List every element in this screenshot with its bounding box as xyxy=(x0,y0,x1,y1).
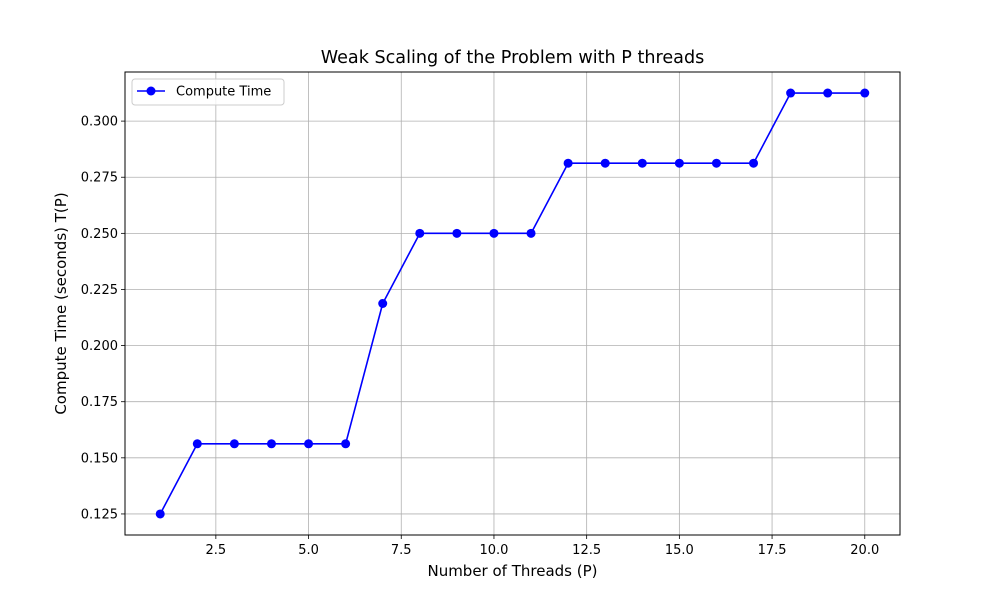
data-point xyxy=(378,299,388,308)
data-point xyxy=(526,228,536,238)
x-tick-label: 17.5 xyxy=(758,543,787,558)
y-axis-label: Compute Time (seconds) T(P) xyxy=(52,192,70,414)
x-tick-label: 12.5 xyxy=(572,543,601,558)
data-point xyxy=(749,158,759,168)
plot-area-frame xyxy=(124,71,901,536)
data-point xyxy=(341,439,351,449)
data-point xyxy=(786,88,796,98)
data-point xyxy=(192,439,202,449)
y-tick-label: 0.150 xyxy=(81,451,118,466)
data-point xyxy=(452,228,462,238)
legend: Compute Time xyxy=(131,78,285,106)
chart-title: Weak Scaling of the Problem with P threa… xyxy=(321,48,705,68)
data-point xyxy=(674,158,684,168)
y-axis-ticks: 0.125 0.150 0.175 0.200 0.225 0.250 0.275 0.300 xyxy=(81,115,125,522)
data-point xyxy=(563,158,573,168)
data-point xyxy=(600,158,610,168)
data-point xyxy=(304,439,314,449)
x-tick-label: 7.5 xyxy=(391,543,412,558)
y-tick-label: 0.225 xyxy=(81,283,118,298)
data-point xyxy=(823,88,833,98)
data-point xyxy=(489,228,499,238)
y-tick-label: 0.175 xyxy=(81,395,118,410)
x-tick-label: 5.0 xyxy=(298,543,319,558)
data-point xyxy=(266,439,276,449)
y-tick-label: 0.200 xyxy=(81,339,118,354)
legend-marker-swatch xyxy=(146,86,156,96)
x-tick-label: 2.5 xyxy=(206,543,227,558)
y-tick-label: 0.125 xyxy=(81,507,118,522)
legend-label: Compute Time xyxy=(176,85,271,100)
data-point xyxy=(415,228,425,238)
y-tick-label: 0.250 xyxy=(81,227,118,242)
series-layer xyxy=(155,88,870,519)
x-tick-label: 15.0 xyxy=(665,543,694,558)
x-axis-ticks: 2.5 5.0 7.5 10.0 12.5 15.0 17.5 20.0 xyxy=(206,535,879,558)
data-point xyxy=(229,439,239,449)
legend-box xyxy=(131,78,285,106)
series-line xyxy=(159,92,865,515)
grid xyxy=(125,72,900,535)
x-tick-label: 10.0 xyxy=(479,543,508,558)
data-point xyxy=(155,509,165,519)
x-tick-label: 20.0 xyxy=(850,543,879,558)
y-tick-label: 0.275 xyxy=(81,171,118,186)
data-point xyxy=(637,158,647,168)
data-point xyxy=(711,158,721,168)
x-axis-label: Number of Threads (P) xyxy=(427,562,597,580)
y-tick-label: 0.300 xyxy=(81,115,118,130)
data-point xyxy=(860,88,870,98)
